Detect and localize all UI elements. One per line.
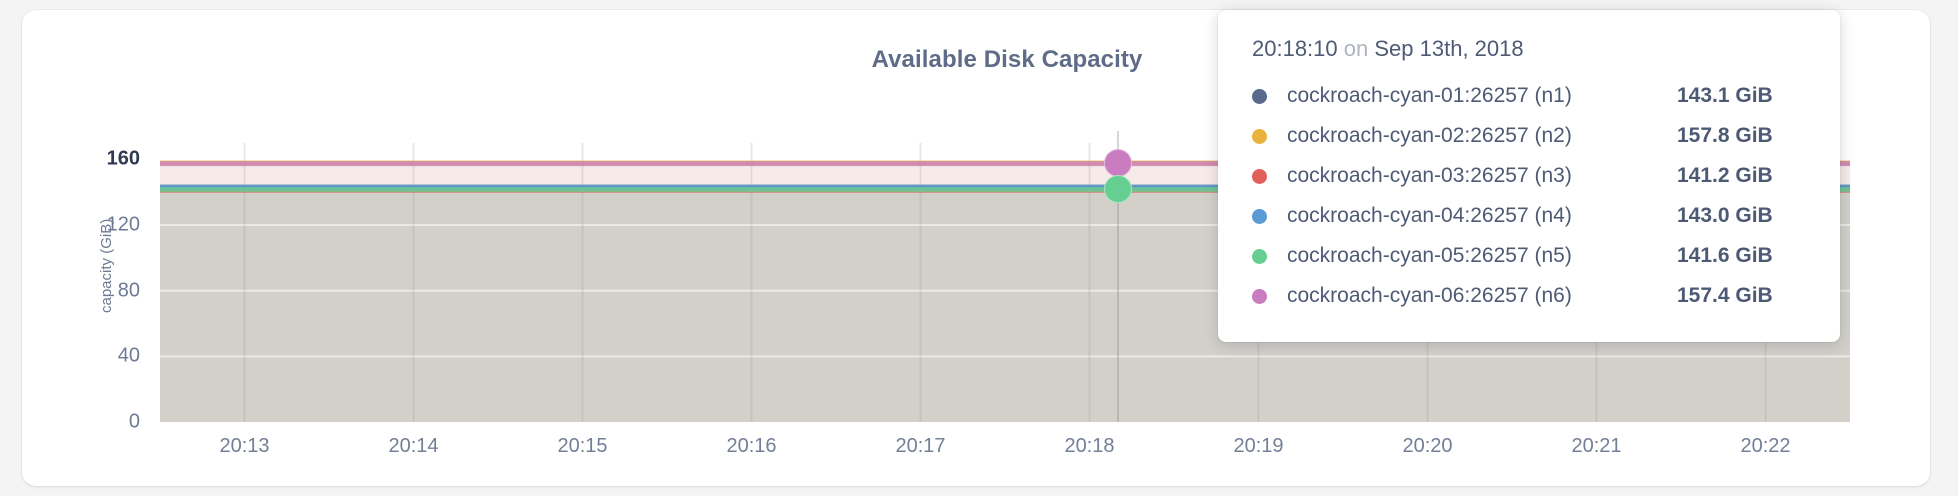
y-tick-160: 160: [106, 147, 140, 170]
x-tick-20:13: 20:13: [219, 435, 270, 457]
hover-marker-2: [1104, 174, 1133, 203]
tooltip-series-list: cockroach-cyan-01:26257 (n1) 143.1 GiB coc…: [1252, 76, 1810, 316]
series-color-dot-icon: [1252, 88, 1267, 104]
tooltip-series-label: cockroach-cyan-06:26257 (n6): [1287, 284, 1572, 307]
chart-title: Available Disk Capacity: [871, 46, 1143, 73]
tooltip-row: cockroach-cyan-01:26257 (n1) 143.1 GiB: [1252, 76, 1810, 116]
x-tick-20:17: 20:17: [895, 435, 946, 457]
tooltip-series-value: 157.4 GiB: [1677, 284, 1773, 307]
available-disk-capacity-card: Available Disk Capacity capacity (GiB) 1…: [22, 10, 1930, 486]
y-tick-40: 40: [117, 344, 140, 367]
tooltip-row: cockroach-cyan-05:26257 (n5) 141.6 GiB: [1252, 236, 1810, 276]
tooltip-time: 20:18:10: [1252, 36, 1338, 61]
chart: Available Disk Capacity capacity (GiB) 1…: [22, 10, 1930, 486]
tooltip-row: cockroach-cyan-03:26257 (n3) 141.2 GiB: [1252, 156, 1810, 196]
tooltip-series-label: cockroach-cyan-01:26257 (n1): [1287, 84, 1572, 107]
y-tick-120: 120: [106, 213, 140, 236]
tooltip-row: cockroach-cyan-06:26257 (n6) 157.4 GiB: [1252, 276, 1810, 316]
tooltip-series-value: 143.1 GiB: [1677, 84, 1773, 107]
tooltip-series-value: 143.0 GiB: [1677, 204, 1773, 227]
x-tick-20:19: 20:19: [1233, 435, 1284, 457]
tooltip-series-value: 157.8 GiB: [1677, 124, 1773, 147]
hover-tooltip: 20:18:10 on Sep 13th, 2018 cockroach-cya…: [1218, 10, 1840, 342]
hover-crosshair: [1117, 131, 1120, 422]
x-tick-20:18: 20:18: [1064, 435, 1115, 457]
series-color-dot-icon: [1252, 248, 1267, 264]
x-tick-20:21: 20:21: [1571, 435, 1622, 457]
x-tick-20:22: 20:22: [1740, 435, 1791, 457]
tooltip-row: cockroach-cyan-02:26257 (n2) 157.8 GiB: [1252, 116, 1810, 156]
tooltip-timestamp: 20:18:10 on Sep 13th, 2018: [1252, 36, 1810, 62]
hover-marker-1: [1104, 149, 1133, 178]
series-color-dot-icon: [1252, 288, 1267, 304]
tooltip-series-value: 141.6 GiB: [1677, 244, 1773, 267]
x-tick-20:14: 20:14: [388, 435, 439, 457]
tooltip-series-value: 141.2 GiB: [1677, 164, 1773, 187]
y-tick-80: 80: [117, 279, 140, 302]
tooltip-row: cockroach-cyan-04:26257 (n4) 143.0 GiB: [1252, 196, 1810, 236]
x-tick-20:15: 20:15: [557, 435, 608, 457]
tooltip-series-label: cockroach-cyan-05:26257 (n5): [1287, 244, 1572, 267]
tooltip-on-word: on: [1343, 36, 1369, 61]
series-color-dot-icon: [1252, 168, 1267, 184]
series-color-dot-icon: [1252, 208, 1267, 224]
tooltip-series-label: cockroach-cyan-04:26257 (n4): [1287, 204, 1572, 227]
tooltip-series-label: cockroach-cyan-02:26257 (n2): [1287, 124, 1572, 147]
series-color-dot-icon: [1252, 128, 1267, 144]
x-tick-20:20: 20:20: [1402, 435, 1453, 457]
tooltip-series-label: cockroach-cyan-03:26257 (n3): [1287, 164, 1572, 187]
y-tick-0: 0: [128, 410, 140, 433]
tooltip-date: Sep 13th, 2018: [1374, 36, 1524, 61]
x-tick-20:16: 20:16: [726, 435, 777, 457]
